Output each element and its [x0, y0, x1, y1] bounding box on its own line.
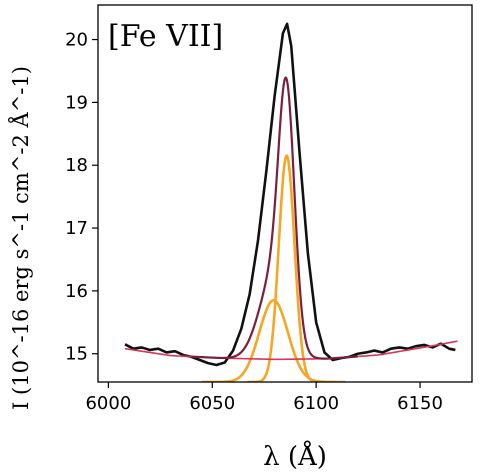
x-ticks-layer: 6000 6050 6100 6150	[85, 382, 443, 414]
plot-frame	[97, 4, 473, 383]
y-ticks-layer: 15 16 17 18 19 20	[65, 30, 98, 365]
y-tick-label: 17	[65, 218, 88, 239]
x-axis-label: λ (Å)	[263, 440, 327, 472]
y-axis-label: I (10^-16 erg s^-1 cm^-2 Å^-1)	[8, 66, 33, 410]
y-tick-label: 20	[65, 30, 88, 51]
gaussian-component-2	[247, 154, 327, 382]
x-tick-label: 6050	[189, 393, 235, 414]
y-tick-label: 16	[65, 281, 88, 302]
observed-spectrum-line	[124, 22, 456, 367]
x-tick-label: 6100	[293, 393, 339, 414]
continuum-line	[124, 340, 458, 361]
y-tick-label: 15	[65, 344, 88, 365]
y-tick-label: 18	[65, 155, 88, 176]
total-fit-line	[191, 76, 358, 360]
x-tick-label: 6150	[397, 393, 443, 414]
x-tick-label: 6000	[85, 393, 131, 414]
plot-lines-layer	[124, 22, 458, 382]
y-tick-label: 19	[65, 92, 88, 113]
panel-label: [Fe VII]	[108, 19, 223, 54]
